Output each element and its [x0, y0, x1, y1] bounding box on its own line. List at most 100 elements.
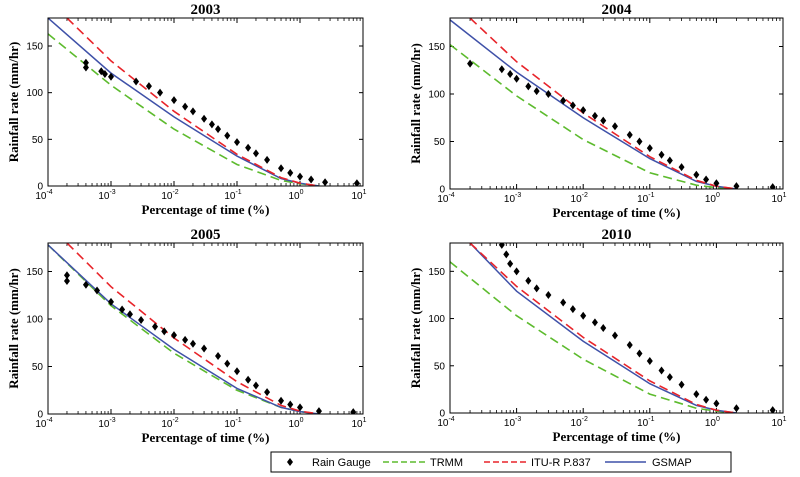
itu-r-p-837-series-line — [66, 243, 320, 414]
rain-gauge-point — [600, 116, 607, 125]
rain-gauge-point — [287, 168, 294, 177]
legend-label: TRMM — [430, 457, 463, 469]
x-tick-label: 101 — [771, 192, 786, 205]
rain-gauge-point — [498, 65, 505, 74]
rain-gauge-point — [264, 388, 271, 397]
rain-gauge-point — [611, 331, 618, 340]
rain-gauge-point — [101, 70, 108, 78]
trmm-series-line — [450, 43, 737, 189]
chart-panel-2003: 2003 Percentage of time (%) Rainfall rate … — [6, 2, 367, 217]
y-tick-label: 0 — [37, 182, 43, 193]
rain-gauge-point — [513, 74, 520, 83]
rain-gauge-point — [189, 339, 196, 348]
chart-panel-2010: 2010 Percentage of time (%) Rainfall rate … — [408, 227, 787, 444]
chart-title: 2004 — [602, 2, 633, 18]
rain-gauge-point — [171, 96, 177, 105]
rain-gauge-point — [171, 331, 177, 340]
chart-panel-2005: 2005 Percentage of time (%) Rainfall rate … — [6, 227, 367, 445]
legend-label: Rain Gauge — [312, 457, 371, 469]
legend-label: ITU-R P.837 — [531, 457, 591, 469]
rain-gauge-point — [678, 380, 685, 389]
x-tick-label: 101 — [351, 417, 366, 430]
rain-gauge-point — [161, 327, 168, 336]
rain-gauge-point — [498, 243, 505, 249]
x-tick-label: 100 — [705, 192, 720, 205]
rain-gauge-point — [201, 344, 208, 353]
x-tick-label: 10-1 — [224, 417, 241, 430]
y-axis-label: Rainfall rate (mm/hr) — [408, 268, 423, 389]
rain-gauge-point — [658, 366, 665, 375]
rain-gauge-point — [63, 277, 70, 285]
rain-gauge-point — [533, 87, 540, 96]
rain-gauge-point — [63, 271, 70, 280]
rain-gauge-point — [591, 318, 598, 327]
rain-gauge-point — [666, 373, 673, 382]
itu-r-p-837-series-line — [469, 18, 737, 189]
rain-gauge-point — [703, 395, 710, 404]
x-tick-label: 10-2 — [161, 417, 178, 430]
rain-gauge-point — [769, 406, 776, 413]
rain-gauge-point — [545, 290, 552, 299]
rain-gauge-point — [733, 404, 740, 413]
rain-gauge-point — [252, 381, 259, 390]
rain-gauge-point — [245, 375, 252, 384]
rain-gauge-point — [507, 70, 514, 79]
legend-label: GSMAP — [652, 457, 692, 469]
rain-gauge-point — [525, 276, 532, 285]
y-tick-label: 0 — [439, 185, 445, 196]
rain-gauge-point — [278, 164, 285, 173]
rain-gauge-point — [693, 390, 700, 399]
rain-gauge-point — [287, 400, 294, 409]
rain-gauge-point — [658, 150, 665, 159]
rain-gauge-point — [713, 179, 720, 188]
rain-gauge-point — [467, 59, 474, 68]
rain-gauge-point — [646, 357, 653, 366]
rain-gauge-point — [189, 107, 196, 116]
chart-panel-2004: 2004 Percentage of time (%) Rainfall rate … — [408, 2, 787, 220]
rain-gauge-point — [569, 101, 576, 110]
rain-gauge-point — [234, 138, 240, 147]
rain-gauge-point — [693, 170, 700, 179]
rain-gauge-point — [507, 259, 514, 268]
rain-gauge-point — [182, 335, 189, 344]
rain-gauge-point — [82, 58, 89, 67]
plot-frame — [449, 242, 784, 414]
rain-gauge-point — [152, 322, 159, 331]
rain-gauge-point — [560, 298, 567, 307]
gsmap-series-line — [48, 18, 320, 186]
rain-gauge-point — [82, 63, 89, 72]
x-tick-label: 10-1 — [637, 416, 654, 429]
rain-gauge-point — [297, 403, 303, 412]
chart-title: 2005 — [191, 227, 221, 243]
y-tick-label: 150 — [428, 267, 445, 278]
y-tick-label: 150 — [26, 42, 43, 53]
rain-gauge-point — [297, 172, 303, 181]
rain-gauge-point — [94, 286, 101, 295]
rain-gauge-point — [713, 399, 720, 408]
x-tick-label: 10-3 — [504, 416, 521, 429]
plot-frame — [449, 17, 784, 190]
rain-gauge-point — [224, 359, 231, 368]
rain-gauge-point — [513, 267, 520, 276]
x-tick-label: 100 — [288, 417, 303, 430]
rain-gauge-point — [626, 130, 633, 139]
rain-gauge-point — [126, 310, 133, 319]
rain-gauge-point — [703, 175, 710, 184]
x-axis-label: Percentage of time (%) — [553, 429, 681, 444]
y-axis-label: Rainfall rate (mm/hr) — [408, 43, 423, 164]
rain-gauge-point — [580, 106, 587, 115]
rain-gauge-point — [733, 182, 740, 189]
rain-gauge-point — [600, 324, 607, 332]
rain-gauge-point — [626, 341, 633, 349]
rain-gauge-point — [145, 82, 152, 91]
x-tick-label: 10-4 — [437, 416, 454, 429]
rain-gauge-point — [245, 143, 252, 152]
y-tick-label: 50 — [434, 361, 446, 372]
trmm-series-line — [450, 261, 737, 413]
rain-gauge-point — [108, 72, 114, 81]
x-tick-label: 10-1 — [637, 192, 654, 205]
x-tick-label: 10-3 — [98, 189, 115, 202]
rain-gauge-point — [350, 408, 357, 414]
rain-gauge-point — [119, 305, 126, 314]
rain-gauge-point — [533, 284, 540, 293]
